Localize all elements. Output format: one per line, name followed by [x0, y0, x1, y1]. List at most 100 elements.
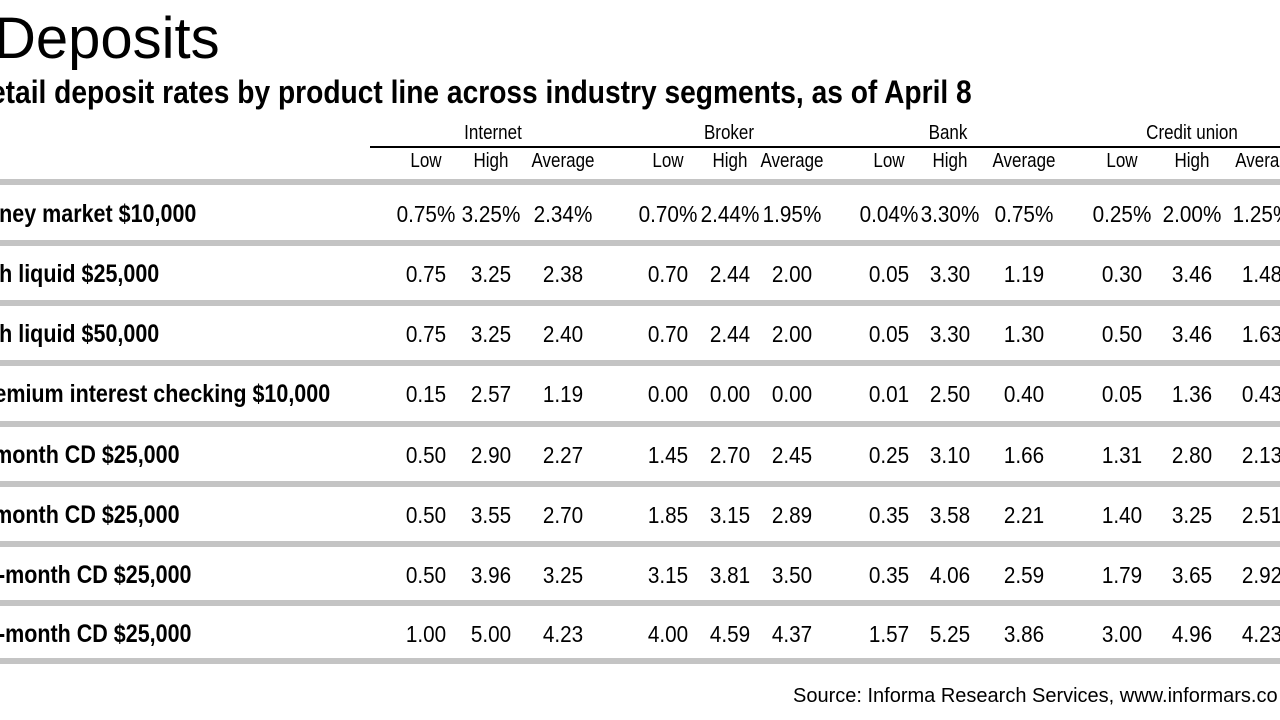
rate-cell: 3.25 [470, 321, 512, 347]
rate-cell: 2.21 [1003, 502, 1045, 528]
rate-cell: 4.23 [542, 621, 584, 647]
rate-cell: 0.04% [859, 201, 919, 227]
rate-cell: 0.25 [868, 442, 910, 468]
row-label: 0-month CD $25,000 [0, 620, 192, 648]
rate-cell: 2.90 [470, 442, 512, 468]
rate-cell: 3.10 [929, 442, 971, 468]
rate-cell: 2.59 [1003, 562, 1045, 588]
rate-cell: 2.44 [709, 321, 751, 347]
row-label: remium interest checking $10,000 [0, 380, 331, 408]
rate-cell: 2.34% [533, 201, 593, 227]
rate-cell: 1.36 [1171, 381, 1213, 407]
rate-cell: 0.75 [405, 261, 447, 287]
rate-cell: 0.50 [405, 502, 447, 528]
rate-cell: 0.43 [1241, 381, 1280, 407]
rate-cell: 2.51 [1241, 502, 1280, 528]
rate-cell: 2.00 [771, 321, 813, 347]
row-divider [0, 541, 1280, 547]
rate-cell: 2.57 [470, 381, 512, 407]
rate-cell: 4.00 [647, 621, 689, 647]
rate-cell: 1.19 [542, 381, 584, 407]
rate-cell: 0.35 [868, 562, 910, 588]
rate-cell: 1.66 [1003, 442, 1045, 468]
rate-cell: 4.37 [771, 621, 813, 647]
rate-cell: 5.25 [929, 621, 971, 647]
rate-cell: 0.75% [396, 201, 456, 227]
rate-cell: 0.35 [868, 502, 910, 528]
rate-cell: 0.05 [868, 321, 910, 347]
rate-cell: 1.45 [647, 442, 689, 468]
rate-cell: 4.23 [1241, 621, 1280, 647]
rate-cell: 0.75 [405, 321, 447, 347]
row-label: oney market $10,000 [0, 200, 197, 228]
rate-cell: 3.30 [929, 261, 971, 287]
column-header: High [473, 150, 509, 172]
source-note: Source: Informa Research Services, www.i… [793, 685, 1278, 707]
column-header: Average [992, 150, 1056, 172]
rate-cell: 1.19 [1003, 261, 1045, 287]
rate-cell: 5.00 [470, 621, 512, 647]
rate-cell: 2.38 [542, 261, 584, 287]
rate-cell: 1.25% [1232, 201, 1280, 227]
rate-cell: 1.85 [647, 502, 689, 528]
rate-cell: 0.15 [405, 381, 447, 407]
rate-cell: 3.25 [1171, 502, 1213, 528]
rate-cell: 0.50 [405, 442, 447, 468]
column-header: High [1174, 150, 1210, 172]
rate-cell: 0.00 [647, 381, 689, 407]
rate-cell: 3.96 [470, 562, 512, 588]
row-divider [0, 179, 1280, 185]
column-header: Average [531, 150, 595, 172]
rate-cell: 3.46 [1171, 321, 1213, 347]
rate-cell: 0.00 [771, 381, 813, 407]
rate-cell: 0.75% [994, 201, 1054, 227]
group-header: Internet [464, 122, 522, 144]
rate-cell: 3.00 [1101, 621, 1143, 647]
chart-subtitle: etail deposit rates by product line acro… [0, 74, 972, 110]
rate-cell: 3.50 [771, 562, 813, 588]
rate-cell: 2.70 [709, 442, 751, 468]
rate-cell: 3.25 [470, 261, 512, 287]
rate-cell: 1.79 [1101, 562, 1143, 588]
rate-cell: 1.57 [868, 621, 910, 647]
rate-cell: 0.70 [647, 321, 689, 347]
rate-cell: 2.44% [700, 201, 760, 227]
rate-cell: 3.15 [709, 502, 751, 528]
column-header: Averag [1235, 150, 1280, 172]
rate-cell: 2.13 [1241, 442, 1280, 468]
rate-cell: 0.40 [1003, 381, 1045, 407]
rate-cell: 3.81 [709, 562, 751, 588]
column-header: Average [760, 150, 824, 172]
rate-cell: 0.00 [709, 381, 751, 407]
rate-cell: 3.25% [461, 201, 521, 227]
row-label: 2-month CD $25,000 [0, 561, 192, 589]
rate-cell: 4.06 [929, 562, 971, 588]
row-label: -month CD $25,000 [0, 441, 180, 469]
rate-cell: 0.30 [1101, 261, 1143, 287]
column-header: Low [873, 150, 905, 172]
rate-cell: 0.05 [868, 261, 910, 287]
column-header: Low [410, 150, 442, 172]
row-label: gh liquid $50,000 [0, 320, 160, 348]
rate-cell: 0.25% [1092, 201, 1152, 227]
rate-cell: 1.40 [1101, 502, 1143, 528]
rate-cell: 4.96 [1171, 621, 1213, 647]
group-header: Broker [703, 122, 755, 144]
rate-cell: 2.00% [1162, 201, 1222, 227]
rate-cell: 0.50 [405, 562, 447, 588]
rate-cell: 2.44 [709, 261, 751, 287]
rate-cell: 2.70 [542, 502, 584, 528]
rate-cell: 3.25 [542, 562, 584, 588]
rate-cell: 4.59 [709, 621, 751, 647]
rate-cell: 0.01 [868, 381, 910, 407]
rate-cell: 0.70% [638, 201, 698, 227]
rate-cell: 3.46 [1171, 261, 1213, 287]
rate-cell: 1.00 [405, 621, 447, 647]
rate-cell: 0.70 [647, 261, 689, 287]
column-header: High [712, 150, 748, 172]
rate-cell: 1.95% [762, 201, 822, 227]
group-header: Credit union [1146, 122, 1238, 144]
rate-cell: 3.86 [1003, 621, 1045, 647]
rate-cell: 2.50 [929, 381, 971, 407]
rate-cell: 2.40 [542, 321, 584, 347]
